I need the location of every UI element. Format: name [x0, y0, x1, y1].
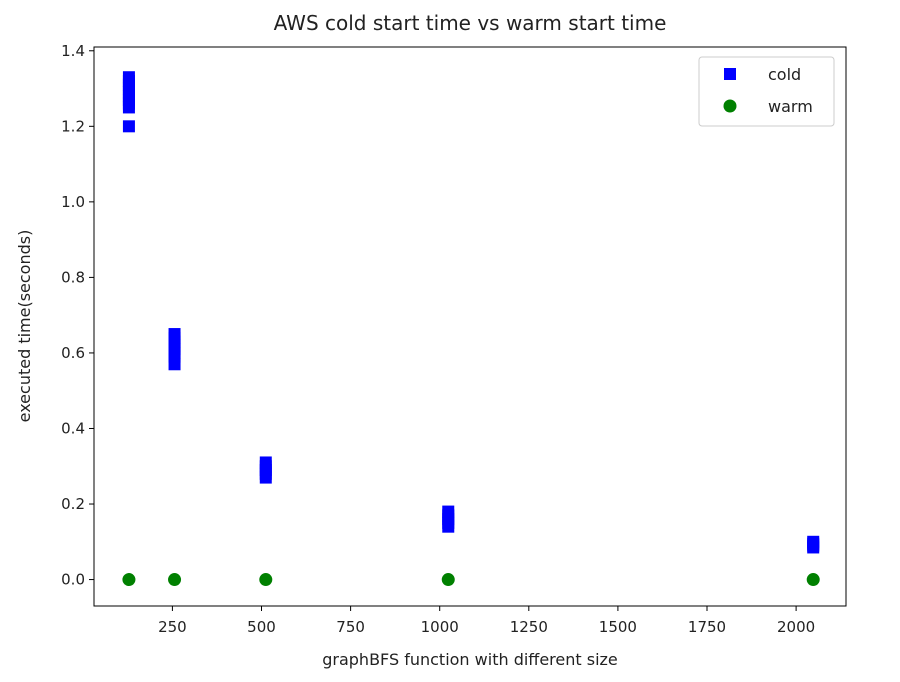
- point-cold: [122, 120, 135, 133]
- x-tick-label: 1250: [510, 618, 548, 636]
- point-warm: [806, 573, 820, 587]
- legend-cold-marker: [724, 68, 736, 80]
- plot-area: [93, 46, 847, 607]
- y-tick-label: 1.4: [61, 42, 85, 60]
- x-axis-title: graphBFS function with different size: [322, 650, 618, 669]
- point-cold: [442, 505, 455, 518]
- chart-title: AWS cold start time vs warm start time: [274, 11, 667, 35]
- point-cold: [807, 535, 820, 548]
- y-tick-label: 0.4: [61, 419, 85, 437]
- point-warm: [259, 573, 273, 587]
- x-tick-label: 500: [247, 618, 276, 636]
- point-cold: [168, 328, 181, 341]
- y-tick-label: 0.2: [61, 495, 85, 513]
- y-axis-title: executed time(seconds): [15, 230, 34, 423]
- legend-warm-marker: [723, 99, 737, 113]
- y-axis: 0.0 0.2 0.4 0.6 0.8 1.0 1.2 1.4: [61, 42, 94, 589]
- y-tick-label: 0.0: [61, 571, 85, 589]
- x-tick-label: 1750: [688, 618, 726, 636]
- legend: cold warm: [698, 56, 835, 127]
- data-points: [122, 71, 820, 587]
- x-tick-label: 250: [158, 618, 187, 636]
- point-warm: [122, 573, 136, 587]
- y-tick-label: 0.8: [61, 268, 85, 286]
- point-warm: [168, 573, 182, 587]
- legend-warm-label: warm: [768, 97, 813, 116]
- legend-box: [698, 56, 835, 127]
- x-axis: 250 500 750 1000 1250 1500 1750 2000: [158, 606, 815, 636]
- x-tick-label: 2000: [777, 618, 815, 636]
- y-tick-label: 1.0: [61, 193, 85, 211]
- legend-cold-label: cold: [768, 65, 801, 84]
- point-cold: [259, 456, 272, 469]
- point-cold: [122, 71, 135, 84]
- x-tick-label: 1500: [599, 618, 637, 636]
- point-warm: [441, 573, 455, 587]
- y-tick-label: 1.2: [61, 117, 85, 135]
- y-tick-label: 0.6: [61, 344, 85, 362]
- x-tick-label: 1000: [421, 618, 459, 636]
- x-tick-label: 750: [336, 618, 365, 636]
